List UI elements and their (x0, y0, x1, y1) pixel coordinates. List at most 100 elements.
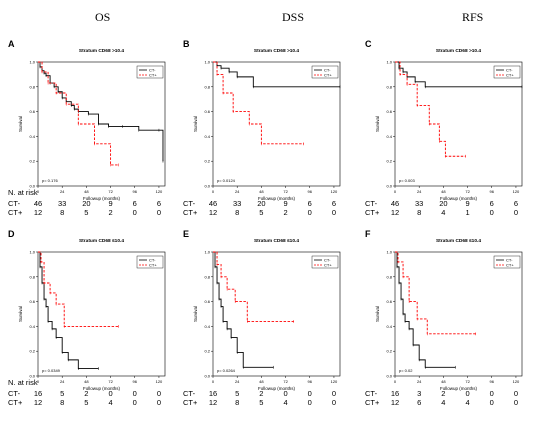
column-header-rfs: RFS (462, 10, 484, 24)
panel-b-xlabel: Followup (months) (258, 196, 296, 201)
panel-c-ytick-label-2: 0.4 (386, 134, 392, 139)
panel-f-letter: F (365, 229, 371, 239)
panel-e-risk-0-2: 2 (259, 389, 263, 398)
panel-b-ytick-label-0: 0.0 (204, 184, 210, 189)
panel-c-letter: C (365, 39, 372, 49)
panel-b-xtick-label-4: 96 (308, 189, 313, 194)
panel-c-ytick-label-1: 0.2 (386, 159, 392, 164)
panel-a-risk-0-5: 6 (157, 199, 161, 208)
panel-b-ytick-label-4: 0.8 (204, 84, 210, 89)
panel-b-ytick-label-5: 1.0 (204, 60, 210, 65)
panel-d-risk-1-5: 0 (157, 398, 161, 407)
panel-b-title: Stratum CD68 >10.4 (254, 48, 300, 54)
panel-e-ytick-label-2: 0.4 (204, 324, 210, 329)
column-header-os: OS (95, 10, 111, 24)
panel-b-risk-group-0: CT- (183, 199, 196, 208)
panel-b-risk-1-4: 0 (308, 208, 312, 217)
panel-e-risk-0-4: 0 (308, 389, 312, 398)
panel-d-ytick-label-5: 1.0 (29, 250, 35, 255)
panel-f-ytick-label-3: 0.6 (386, 299, 392, 304)
panel-d-risk-1-2: 5 (84, 398, 88, 407)
panel-e-legend-label-0: CT- (324, 258, 331, 263)
column-header-dss: DSS (282, 10, 305, 24)
panel-f-pvalue: p= 0.02 (399, 368, 413, 373)
panel-c-risk-0-5: 6 (514, 199, 518, 208)
panel-f-risk-1-3: 4 (465, 398, 469, 407)
panel-f-risk-1-1: 6 (417, 398, 421, 407)
panel-c-risk-1-0: 12 (391, 208, 399, 217)
panel-f-risk-1-0: 12 (391, 398, 399, 407)
panel-f-risk-1-5: 0 (514, 398, 518, 407)
panel-b-xtick-label-0: 0 (212, 189, 215, 194)
panel-d-xtick-label-1: 24 (60, 379, 65, 384)
panel-f-ylabel: Survival (375, 306, 380, 322)
panel-c-legend-label-0: CT- (506, 68, 513, 73)
panel-c-risk-0-1: 33 (415, 199, 423, 208)
panel-f-risk-group-1: CT+ (365, 398, 380, 407)
panel-b-xtick-label-3: 72 (283, 189, 288, 194)
panel-c-xtick-label-2: 48 (441, 189, 446, 194)
panel-a-ytick-label-1: 0.2 (29, 159, 35, 164)
panel-f-xtick-label-4: 96 (490, 379, 495, 384)
at-risk-label-row-0: N. at risk (8, 188, 38, 197)
panel-a-risk-0-3: 9 (108, 199, 112, 208)
panel-e-xtick-label-2: 48 (259, 379, 264, 384)
panel-a-risk-1-0: 12 (34, 208, 42, 217)
panel-e-risk-0-3: 0 (283, 389, 287, 398)
panel-a-legend-label-0: CT- (149, 68, 156, 73)
panel-d-ytick-label-0: 0.0 (29, 374, 35, 379)
panel-e-series-CTplus (213, 251, 294, 322)
panel-e-ytick-label-1: 0.2 (204, 349, 210, 354)
panel-e-risk-group-0: CT- (183, 389, 196, 398)
panel-a-series-CTplus (38, 61, 119, 166)
panel-d-legend-label-0: CT- (149, 258, 156, 263)
panel-a-ylabel: Survival (18, 116, 23, 132)
panel-b-ytick-label-2: 0.4 (204, 134, 210, 139)
panel-b-xtick-label-1: 24 (235, 189, 240, 194)
panel-e-ytick-label-3: 0.6 (204, 299, 210, 304)
panel-e-risk-1-3: 4 (283, 398, 287, 407)
panel-f-ytick-label-4: 0.8 (386, 274, 392, 279)
panel-d-risk-0-2: 2 (84, 389, 88, 398)
panel-a-risk-0-4: 6 (133, 199, 137, 208)
panel-d-ytick-label-3: 0.6 (29, 299, 35, 304)
panel-f-risk-group-0: CT- (365, 389, 378, 398)
panel-c-xtick-label-5: 120 (513, 189, 520, 194)
panel-d-ylabel: Survival (18, 306, 23, 322)
panel-e-ytick-label-0: 0.0 (204, 374, 210, 379)
panel-e-ytick-label-5: 1.0 (204, 250, 210, 255)
panel-f-risk-1-4: 0 (490, 398, 494, 407)
panel-d-risk-group-0: CT- (8, 389, 21, 398)
panel-e-xtick-label-5: 120 (331, 379, 338, 384)
panel-e-legend-label-1: CT+ (324, 263, 332, 268)
panel-c-risk-1-2: 4 (441, 208, 445, 217)
panel-b-frame (212, 61, 341, 187)
panel-b-series-CTplus (213, 61, 304, 145)
panel-e-risk-0-1: 5 (235, 389, 239, 398)
panel-c-risk-1-4: 0 (490, 208, 494, 217)
panel-b-risk-1-0: 12 (209, 208, 217, 217)
panel-e-risk-1-1: 8 (235, 398, 239, 407)
panel-d-xlabel: Followup (months) (83, 386, 121, 391)
panel-c-risk-0-4: 6 (490, 199, 494, 208)
panel-c-risk-1-5: 0 (514, 208, 518, 217)
panel-f-ytick-label-1: 0.2 (386, 349, 392, 354)
panel-c-ytick-label-5: 1.0 (386, 60, 392, 65)
panel-d-xtick-label-3: 72 (108, 379, 113, 384)
panel-f-risk-1-2: 4 (441, 398, 445, 407)
panel-d-xtick-label-4: 96 (133, 379, 138, 384)
panel-a-title: Stratum CD68 >10.4 (79, 48, 125, 54)
panel-d-risk-1-4: 0 (133, 398, 137, 407)
panel-a-xtick-label-1: 24 (60, 189, 65, 194)
panel-e-risk-group-1: CT+ (183, 398, 198, 407)
panel-a-letter: A (8, 39, 15, 49)
panel-f-series-CTminus (395, 251, 456, 368)
panel-b-risk-0-0: 46 (209, 199, 217, 208)
panel-f-risk-0-2: 2 (441, 389, 445, 398)
panel-b-xtick-label-2: 48 (259, 189, 264, 194)
panel-d-series-CTminus (38, 251, 99, 370)
panel-f-title: Stratum CD68 ≤10.4 (436, 238, 481, 244)
panel-f-risk-0-4: 0 (490, 389, 494, 398)
panel-d-frame (37, 251, 166, 377)
